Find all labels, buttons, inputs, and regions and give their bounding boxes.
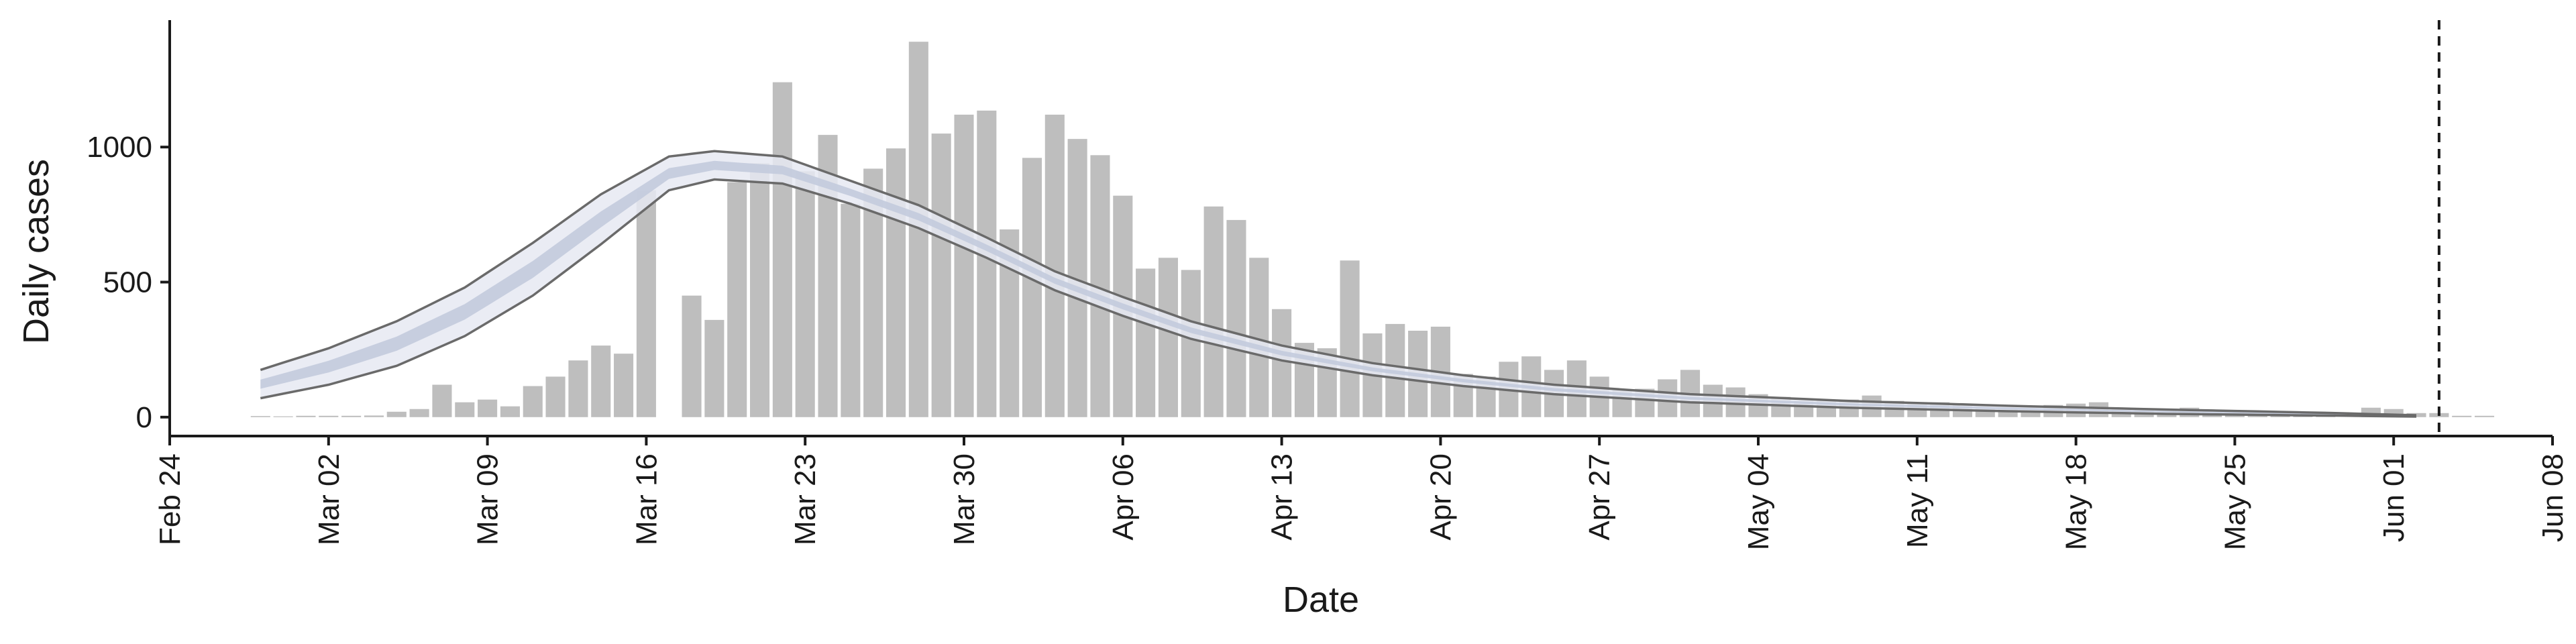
bar bbox=[614, 354, 634, 417]
bar bbox=[1158, 258, 1178, 417]
bar bbox=[682, 295, 702, 417]
bar bbox=[954, 114, 974, 417]
bar bbox=[2474, 415, 2495, 417]
x-tick-label: Apr 06 bbox=[1107, 453, 1140, 541]
bar bbox=[500, 406, 520, 417]
bar bbox=[2406, 413, 2426, 417]
bar bbox=[772, 82, 792, 417]
bar bbox=[409, 409, 429, 417]
bar bbox=[591, 345, 611, 417]
x-tick-label: Mar 02 bbox=[313, 453, 345, 545]
bar bbox=[1340, 260, 1360, 417]
bar bbox=[478, 399, 498, 417]
band-layer bbox=[260, 150, 2417, 418]
y-tick-label: 0 bbox=[136, 401, 152, 434]
bar bbox=[750, 163, 770, 417]
bar bbox=[1203, 206, 1224, 417]
x-tick-label: May 25 bbox=[2218, 453, 2251, 550]
x-tick-label: Apr 20 bbox=[1424, 453, 1457, 541]
bar bbox=[1022, 158, 1042, 417]
bar bbox=[1136, 268, 1156, 417]
bar bbox=[1181, 270, 1201, 417]
bar bbox=[319, 415, 339, 417]
x-tick-label: May 11 bbox=[1901, 453, 1934, 548]
bar bbox=[545, 376, 566, 417]
bar bbox=[341, 415, 362, 417]
bar bbox=[568, 360, 588, 417]
bar bbox=[704, 319, 724, 417]
band-upper-line bbox=[260, 150, 2417, 417]
y-axis-title: Daily cases bbox=[16, 159, 56, 344]
bar bbox=[455, 402, 475, 417]
axes-layer: 0 500 1000 Feb 24 Mar 02 Mar 09 Mar 16 Mar 23 Ma… bbox=[87, 20, 2569, 550]
bar bbox=[1044, 114, 1065, 417]
x-tick-label: Feb 24 bbox=[154, 453, 186, 545]
bar bbox=[2021, 410, 2041, 417]
bar bbox=[1272, 309, 1292, 417]
bar bbox=[250, 416, 270, 417]
x-tick-label: May 18 bbox=[2060, 453, 2093, 550]
x-tick-label: Mar 09 bbox=[472, 453, 504, 545]
bar bbox=[2452, 415, 2472, 417]
x-tick-label: Apr 27 bbox=[1583, 453, 1616, 541]
x-tick-label: Mar 16 bbox=[630, 453, 663, 545]
bar bbox=[931, 133, 951, 417]
bar bbox=[364, 415, 384, 417]
bar bbox=[885, 148, 906, 417]
bar bbox=[432, 384, 452, 417]
band-lower-line bbox=[260, 178, 2417, 418]
y-tick-label: 1000 bbox=[87, 131, 152, 164]
bar bbox=[795, 171, 815, 417]
x-tick-label: Apr 13 bbox=[1266, 453, 1299, 541]
bar bbox=[977, 110, 997, 417]
bar bbox=[1226, 219, 1246, 417]
x-tick-label: Jun 01 bbox=[2377, 453, 2410, 542]
x-tick-label: Jun 08 bbox=[2536, 453, 2569, 542]
x-axis-title: Date bbox=[1283, 580, 1359, 620]
bar bbox=[727, 182, 747, 417]
bar bbox=[841, 203, 861, 417]
x-tick-label: Mar 23 bbox=[789, 453, 822, 545]
band-inner bbox=[260, 160, 2416, 417]
bar bbox=[636, 190, 656, 417]
bar bbox=[386, 411, 407, 417]
y-tick-label: 500 bbox=[103, 266, 152, 299]
x-tick-label: May 04 bbox=[1742, 453, 1775, 550]
x-tick-label: Mar 30 bbox=[948, 453, 981, 545]
bar bbox=[523, 386, 543, 417]
bar bbox=[296, 415, 316, 417]
